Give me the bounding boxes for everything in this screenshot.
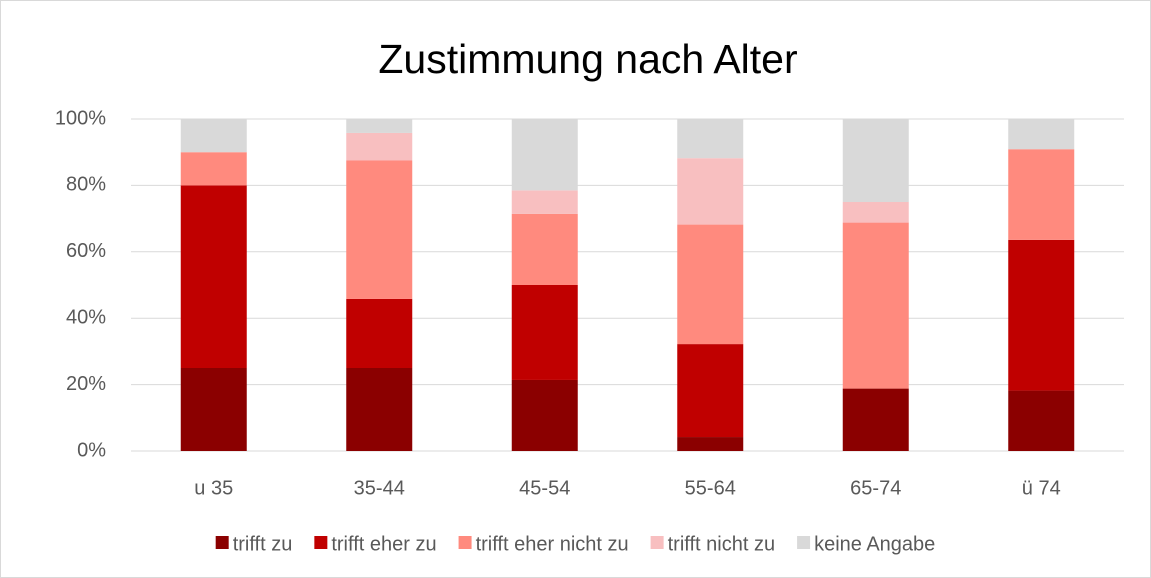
legend-label: trifft eher nicht zu [476,533,629,555]
legend-label: trifft zu [233,533,293,555]
legend-swatch [797,536,811,549]
bar-segment [511,285,578,380]
bar-segment [677,119,744,159]
bar-segment [346,298,413,368]
legend-label: keine Angabe [814,533,935,555]
bar-segment [511,190,578,214]
legend-label: trifft eher zu [331,533,436,555]
bar-segment [346,368,413,451]
bar-segment [677,158,744,225]
bar-segment [1008,239,1075,391]
bar-segment [511,213,578,285]
bar-segment [1008,119,1075,150]
y-tick-label: 0% [77,439,106,461]
y-tick-label: 40% [66,306,106,328]
bar-segment [677,224,744,345]
x-tick-label: 65-74 [850,477,901,499]
bar-segment [346,119,413,133]
x-tick-label: 35-44 [354,477,405,499]
bar-segment [842,388,909,451]
bar-segment [180,368,247,451]
y-tick-label: 20% [66,373,106,395]
legend-swatch [215,536,229,549]
bar-segment [677,344,744,438]
legend-swatch [458,536,472,549]
y-tick-label: 60% [66,240,106,262]
y-tick-label: 100% [55,107,106,129]
bar-segment [511,379,578,451]
bar-segment [842,119,909,202]
bar-segment [1008,390,1075,451]
x-tick-label: ü 74 [1022,477,1061,499]
chart-title: Zustimmung nach Alter [378,36,797,82]
x-tick-label: u 35 [194,477,233,499]
bar-segment [346,132,413,161]
bar-segment [180,119,247,153]
bar-segment [180,152,247,186]
legend-swatch [650,536,664,549]
x-tick-label: 55-64 [685,477,736,499]
legend-swatch [314,536,328,549]
bar-segment [842,202,909,223]
bar-segment [677,437,744,451]
bar-segment [511,119,578,191]
x-tick-label: 45-54 [519,477,570,499]
bar-segment [1008,149,1075,240]
y-tick-label: 80% [66,174,106,196]
bar-segment [346,160,413,299]
bar-segment [180,185,247,368]
bar-segment [842,222,909,389]
legend-label: trifft nicht zu [668,533,775,555]
